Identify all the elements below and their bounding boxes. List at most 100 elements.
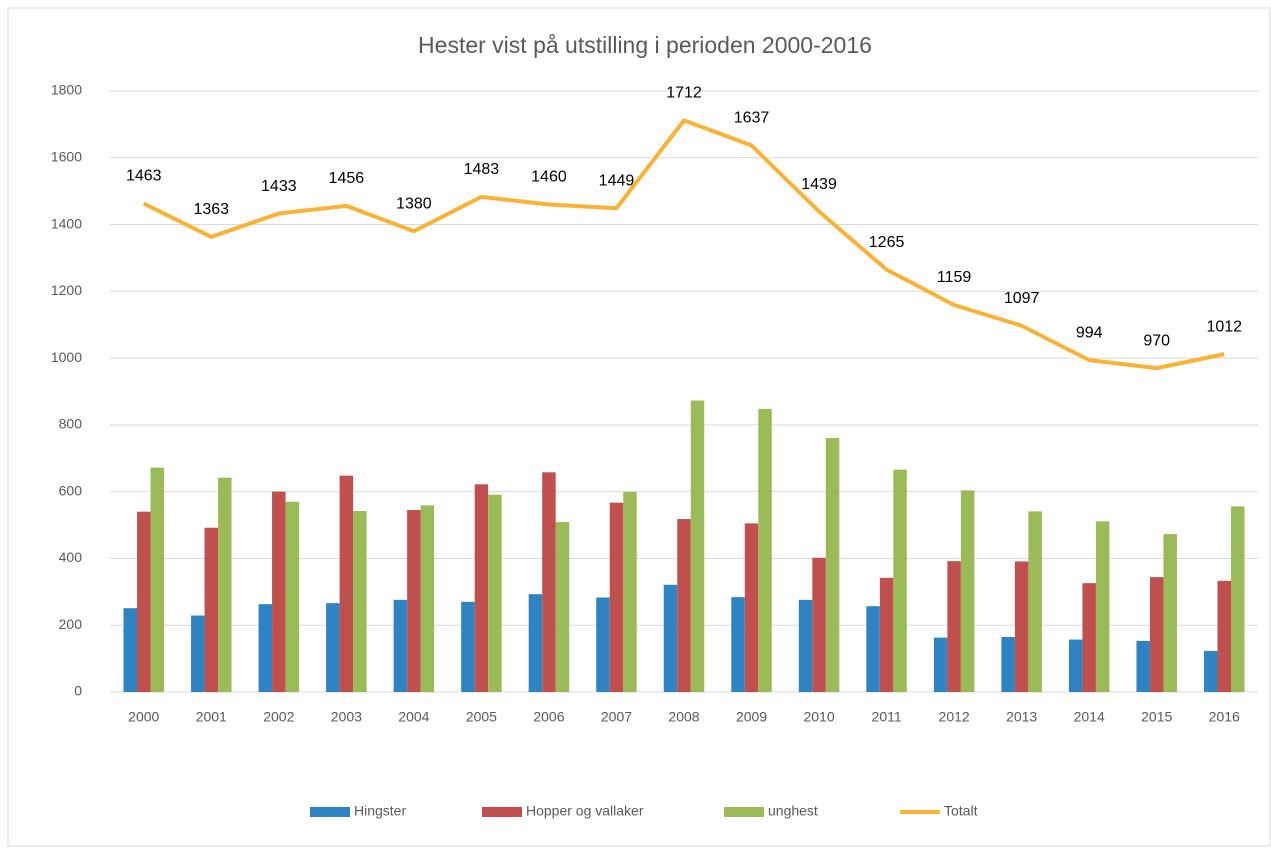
data-label: 1712 [666, 85, 702, 102]
legend-label: unghest [768, 803, 818, 819]
data-label: 970 [1143, 332, 1170, 349]
legend-label: Hingster [354, 803, 406, 819]
bar [893, 469, 907, 692]
data-label: 1456 [329, 170, 365, 187]
bar [191, 615, 205, 692]
legend-label: Totalt [944, 803, 978, 819]
bar [528, 594, 543, 692]
y-tick-label: 800 [59, 416, 83, 432]
data-label: 1363 [193, 201, 229, 218]
data-label: 1439 [801, 176, 837, 193]
y-tick-label: 1800 [51, 82, 82, 98]
bar [474, 484, 489, 692]
bar [326, 603, 340, 692]
x-tick-label: 2015 [1141, 709, 1172, 725]
bar [933, 637, 948, 692]
bar [137, 511, 151, 692]
x-tick-label: 2008 [668, 709, 699, 725]
x-tick-label: 2014 [1074, 709, 1105, 725]
x-tick-label: 2010 [803, 709, 834, 725]
bar [123, 608, 138, 692]
y-tick-label: 0 [74, 683, 82, 699]
x-tick-label: 2005 [466, 709, 497, 725]
bar [947, 561, 961, 692]
bar [596, 597, 610, 692]
bar [1028, 511, 1042, 692]
bar [609, 502, 624, 692]
bar [339, 475, 354, 692]
bar [150, 467, 165, 692]
bar [1082, 583, 1096, 692]
data-label: 1159 [937, 269, 972, 286]
bar [1149, 577, 1164, 692]
y-tick-label: 200 [59, 616, 83, 632]
y-tick-label: 1600 [51, 148, 82, 164]
y-tick-label: 1200 [51, 282, 82, 298]
x-tick-label: 2013 [1006, 709, 1037, 725]
data-label: 994 [1076, 324, 1103, 341]
bar [353, 511, 367, 692]
bar [258, 604, 273, 692]
x-tick-label: 2006 [533, 709, 564, 725]
legend-swatch [482, 807, 522, 817]
legend-swatch [310, 807, 350, 817]
x-tick-label: 2012 [939, 709, 970, 725]
data-label: 1012 [1206, 318, 1242, 335]
bar [677, 519, 691, 692]
x-tick-label: 2000 [128, 709, 159, 725]
data-label: 1449 [599, 172, 635, 189]
x-tick-label: 2007 [601, 709, 632, 725]
bar [407, 510, 421, 692]
bar [488, 494, 502, 692]
chart-title: Hester vist på utstilling i perioden 200… [418, 32, 872, 58]
data-label: 1433 [261, 178, 297, 195]
data-label: 1097 [1004, 290, 1040, 307]
x-tick-label: 2016 [1209, 709, 1240, 725]
data-label: 1265 [869, 234, 905, 251]
bar [825, 437, 840, 692]
bar [798, 599, 813, 692]
line [142, 118, 1225, 371]
bar [555, 522, 570, 692]
bar [1203, 650, 1218, 692]
bar [731, 597, 745, 692]
y-tick-label: 1000 [51, 349, 82, 365]
bar [812, 557, 826, 692]
bar [461, 601, 475, 692]
bar [1217, 580, 1231, 692]
x-tick-label: 2011 [872, 709, 902, 725]
bar [542, 472, 556, 692]
bar [623, 492, 637, 692]
x-tick-label: 2001 [196, 709, 227, 725]
legend-label: Hopper og vallaker [526, 803, 644, 819]
bar [1068, 639, 1083, 692]
data-label: 1483 [464, 161, 500, 178]
bar [690, 400, 705, 692]
bar [1163, 534, 1177, 692]
bar [272, 491, 286, 692]
bar [1095, 521, 1110, 692]
bar [879, 577, 894, 692]
chart-frame [7, 7, 1271, 847]
bar [866, 606, 880, 692]
data-label: 1460 [531, 169, 567, 186]
bar [663, 584, 678, 692]
bar [285, 501, 300, 692]
bar [1136, 640, 1150, 692]
x-tick-label: 2009 [736, 709, 767, 725]
bar [744, 523, 759, 692]
y-tick-label: 600 [59, 482, 83, 498]
legend-swatch [724, 807, 764, 817]
data-label: 1463 [126, 168, 162, 185]
bar [420, 505, 435, 692]
x-tick-label: 2004 [398, 709, 429, 725]
bar [1230, 506, 1245, 692]
x-tick-label: 2003 [331, 709, 362, 725]
bar [218, 477, 232, 692]
bar [393, 599, 408, 692]
bar [1001, 636, 1015, 692]
bar [1014, 561, 1029, 692]
bar [960, 490, 975, 692]
